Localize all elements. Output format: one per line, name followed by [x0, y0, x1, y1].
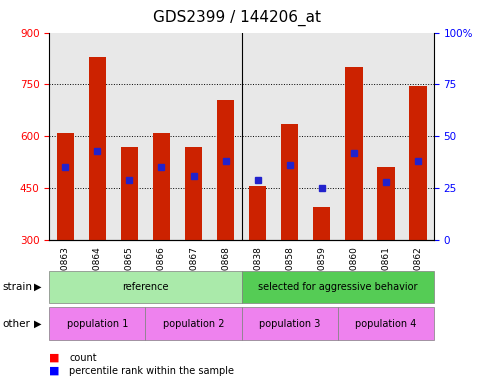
Text: selected for aggressive behavior: selected for aggressive behavior [258, 282, 418, 292]
Text: GDS2399 / 144206_at: GDS2399 / 144206_at [153, 10, 320, 26]
Bar [121, 147, 138, 240]
Text: reference: reference [122, 282, 169, 292]
Bar [185, 147, 202, 240]
Bar [57, 133, 74, 240]
Bar [89, 57, 106, 240]
Bar [377, 167, 394, 240]
Text: ▶: ▶ [34, 318, 41, 329]
Bar [217, 100, 234, 240]
Text: other: other [2, 318, 31, 329]
Text: percentile rank within the sample: percentile rank within the sample [69, 366, 234, 376]
Bar [409, 86, 426, 240]
Text: population 3: population 3 [259, 318, 320, 329]
Text: ▶: ▶ [34, 282, 41, 292]
Bar [153, 133, 170, 240]
Bar [249, 187, 266, 240]
Text: strain: strain [2, 282, 33, 292]
Bar [313, 207, 330, 240]
Bar [281, 124, 298, 240]
Text: population 4: population 4 [355, 318, 417, 329]
Text: population 2: population 2 [163, 318, 224, 329]
Text: population 1: population 1 [67, 318, 128, 329]
Bar [345, 67, 362, 240]
Text: count: count [69, 353, 97, 363]
Text: ■: ■ [49, 353, 60, 363]
Text: ■: ■ [49, 366, 60, 376]
